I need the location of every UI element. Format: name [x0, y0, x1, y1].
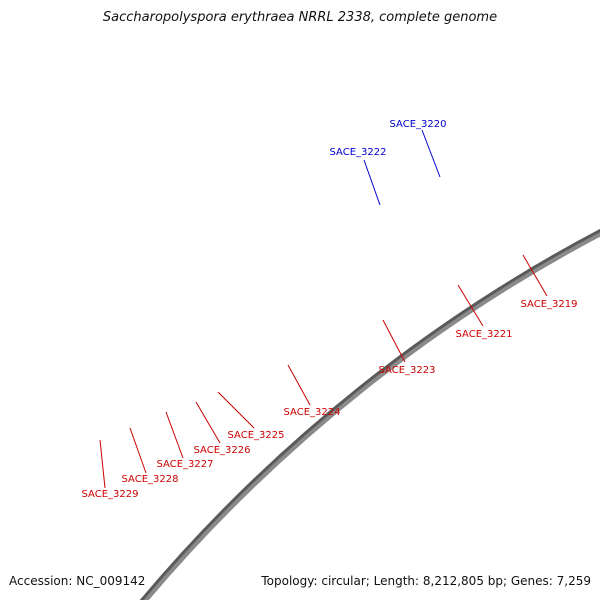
gene-callout: SACE_3223 [379, 319, 436, 376]
gene-callouts: SACE_3222 SACE_3220 SACE_3229 SACE_3228 SACE… [82, 119, 578, 500]
gene-callout: SACE_3228 [122, 427, 179, 485]
gene-label: SACE_3225 [228, 430, 285, 441]
gene-callout: SACE_3219 [521, 254, 578, 310]
backbone-shadow [139, 228, 600, 600]
map-title: Saccharopolyspora erythraea NRRL 2338, c… [102, 10, 498, 25]
gene-callout: SACE_3220 [390, 119, 447, 178]
gene-label: SACE_3219 [521, 299, 578, 310]
genome-summary: Topology: circular; Length: 8,212,805 bp… [261, 574, 591, 588]
gene-callout: SACE_3227 [157, 411, 214, 470]
gene-label: SACE_3223 [379, 365, 436, 376]
gene-label: SACE_3229 [82, 489, 139, 500]
gene-callout: SACE_3225 [217, 391, 285, 441]
gene-label: SACE_3220 [390, 119, 447, 130]
backbone-line [143, 232, 600, 600]
gene-callout: SACE_3221 [456, 284, 513, 340]
gene-label: SACE_3222 [330, 147, 387, 158]
accession: Accession: NC_009142 [9, 574, 146, 588]
gene-label: SACE_3221 [456, 329, 513, 340]
gene-label: SACE_3226 [194, 445, 251, 456]
gene-label: SACE_3224 [284, 407, 341, 418]
gene-callout: SACE_3226 [194, 401, 251, 456]
gene-label: SACE_3227 [157, 459, 214, 470]
genome-backbone [139, 228, 600, 600]
gene-callout: SACE_3222 [330, 147, 387, 206]
gene-label: SACE_3228 [122, 474, 179, 485]
gene-callout: SACE_3229 [82, 439, 139, 500]
gene-callout: SACE_3224 [284, 364, 341, 418]
